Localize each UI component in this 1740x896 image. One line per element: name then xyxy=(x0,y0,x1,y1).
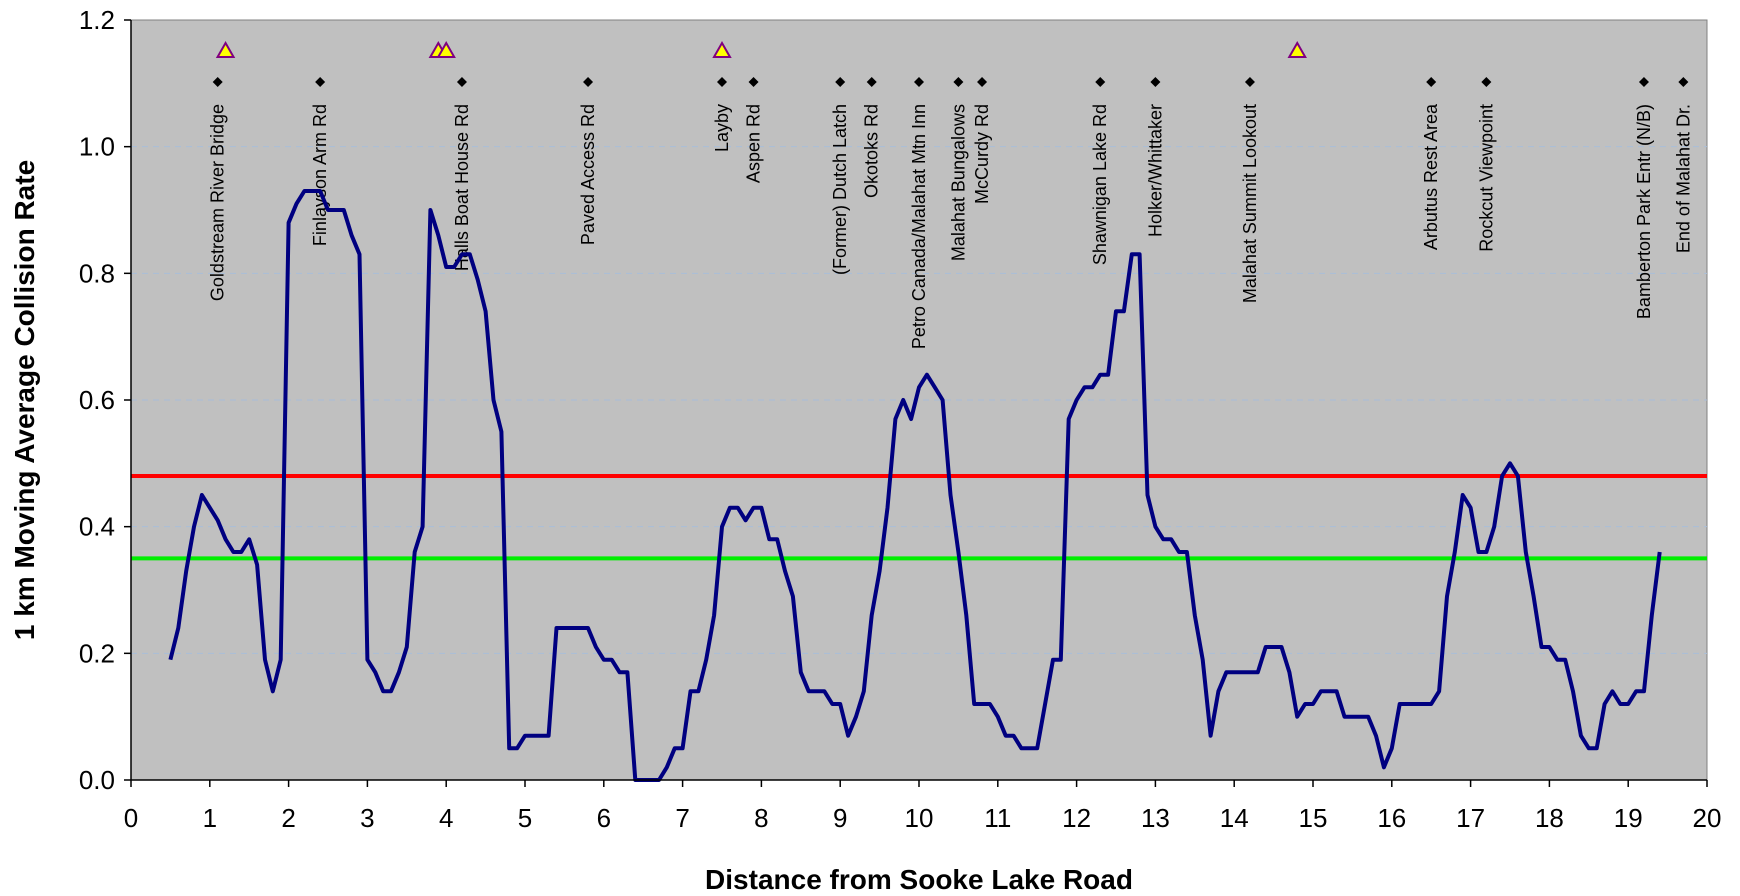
landmark-label-12: Holker/Whittaker xyxy=(1145,104,1165,237)
x-tick-label-15: 15 xyxy=(1299,803,1328,833)
y-tick-labels: 0.0 0.2 0.4 0.6 0.8 1.0 1.2 xyxy=(79,5,115,795)
landmark-label-13: Malahat Summit Lookout xyxy=(1240,104,1260,303)
landmark-label-0: Goldstream River Bridge xyxy=(208,104,228,301)
x-tick-label-18: 18 xyxy=(1535,803,1564,833)
landmark-label-7: Okotoks Rd xyxy=(862,104,882,198)
x-tick-label-14: 14 xyxy=(1220,803,1249,833)
y-tick-label-0: 0.0 xyxy=(79,765,115,795)
x-tick-label-2: 2 xyxy=(281,803,295,833)
landmark-label-17: End of Malahat Dr. xyxy=(1673,104,1693,253)
x-tick-label-8: 8 xyxy=(754,803,768,833)
x-tick-label-1: 1 xyxy=(203,803,217,833)
x-tick-label-13: 13 xyxy=(1141,803,1170,833)
x-tick-label-12: 12 xyxy=(1062,803,1091,833)
x-tick-label-4: 4 xyxy=(439,803,453,833)
landmark-label-4: Layby xyxy=(712,104,732,152)
x-tick-label-0: 0 xyxy=(124,803,138,833)
landmark-label-5: Aspen Rd xyxy=(744,104,764,183)
landmark-label-11: Shawnigan Lake Rd xyxy=(1090,104,1110,265)
x-tick-label-5: 5 xyxy=(518,803,532,833)
y-tick-label-3: 0.6 xyxy=(79,385,115,415)
x-tick-labels: 0 1 2 3 4 5 6 7 8 9 10 11 12 13 14 15 16 17 18 19 20 xyxy=(124,803,1722,833)
x-tick-label-9: 9 xyxy=(833,803,847,833)
landmark-label-10: McCurdy Rd xyxy=(972,104,992,204)
y-tick-label-4: 0.8 xyxy=(79,258,115,288)
x-tick-label-7: 7 xyxy=(675,803,689,833)
x-tick-label-10: 10 xyxy=(905,803,934,833)
landmark-label-15: Rockcut Viewpoint xyxy=(1476,104,1496,252)
landmark-label-16: Bamberton Park Entr (N/B) xyxy=(1634,104,1654,319)
x-axis-title: Distance from Sooke Lake Road xyxy=(705,864,1133,895)
x-tick-label-17: 17 xyxy=(1456,803,1485,833)
y-axis-title: 1 km Moving Average Collision Rate xyxy=(9,160,40,640)
x-tick-label-11: 11 xyxy=(984,803,1011,833)
x-tick-label-3: 3 xyxy=(360,803,374,833)
landmark-label-2: Halls Boat House Rd xyxy=(452,104,472,271)
landmark-label-3: Paved Access Rd xyxy=(578,104,598,245)
y-tick-label-1: 0.2 xyxy=(79,638,115,668)
y-tick-label-6: 1.2 xyxy=(79,5,115,35)
x-tick-label-6: 6 xyxy=(597,803,611,833)
landmark-label-1: Finlayson Arm Rd xyxy=(310,104,330,246)
y-tick-label-5: 1.0 xyxy=(79,132,115,162)
landmark-label-14: Arbutus Rest Area xyxy=(1421,103,1441,250)
landmark-label-6: (Former) Dutch Latch xyxy=(830,104,850,275)
y-tick-label-2: 0.4 xyxy=(79,512,115,542)
landmark-label-9: Malahat Bungalows xyxy=(948,104,968,261)
x-tick-label-16: 16 xyxy=(1377,803,1406,833)
x-tick-label-19: 19 xyxy=(1614,803,1643,833)
x-tick-label-20: 20 xyxy=(1693,803,1722,833)
landmark-label-8: Petro Canada/Malahat Mtn Inn xyxy=(909,104,929,349)
